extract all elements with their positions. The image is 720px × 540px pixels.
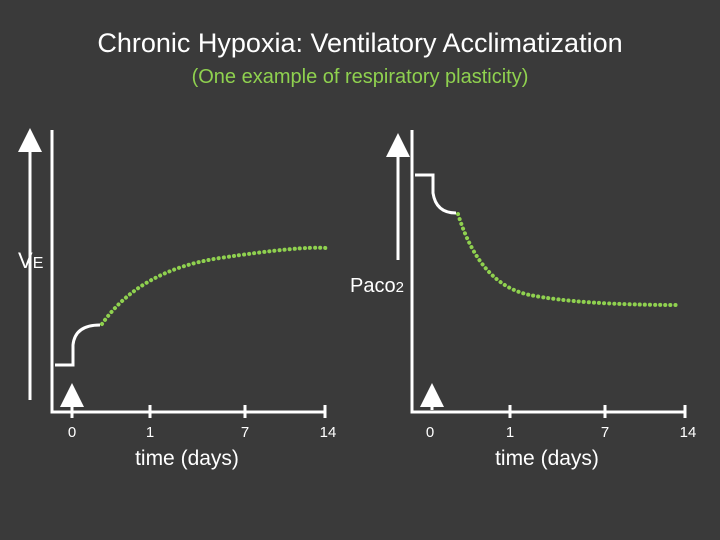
x-label: time (days): [495, 447, 599, 470]
tick-label: 1: [146, 424, 154, 441]
y-label-sub: E: [33, 255, 44, 272]
title: Chronic Hypoxia: Ventilatory Acclimatiza…: [97, 28, 622, 58]
y-label-main: Paco: [350, 275, 396, 297]
left-panel: VE 0 1 7 14 time (days): [18, 128, 337, 470]
tick-label: 7: [601, 424, 609, 441]
acclimatization-curve: [456, 212, 682, 307]
subtitle: (One example of respiratory plasticity): [192, 66, 529, 88]
tick-label: 0: [68, 424, 76, 441]
tick-label: 0: [426, 424, 434, 441]
y-label-main: V: [18, 248, 33, 273]
y-label: VE: [18, 248, 43, 273]
tick-label: 14: [680, 424, 697, 441]
x-label: time (days): [135, 447, 239, 470]
tick-label: 14: [320, 424, 337, 441]
axes: [410, 130, 685, 414]
right-panel: Paco2 0 1 7 14 time (days): [350, 130, 696, 470]
tick-label: 7: [241, 424, 249, 441]
tick-label: 1: [506, 424, 514, 441]
y-label-sub: 2: [396, 279, 404, 296]
axes: [50, 130, 325, 414]
acute-response: [415, 173, 457, 215]
acute-response: [55, 323, 101, 367]
y-label: Paco2: [350, 275, 404, 297]
acclimatization-curve: [100, 245, 328, 326]
